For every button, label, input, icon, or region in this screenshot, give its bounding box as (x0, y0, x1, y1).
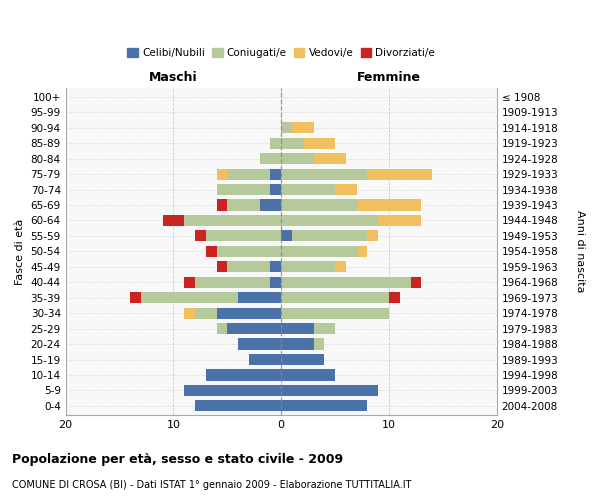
Bar (249, 354, 281, 365)
Text: Femmine: Femmine (357, 72, 421, 85)
Bar (130, 292, 141, 304)
Bar (281, 354, 325, 365)
Legend: Celibi/Nubili, Coniugati/e, Vedovi/e, Divorziati/e: Celibi/Nubili, Coniugati/e, Vedovi/e, Di… (123, 44, 439, 62)
Bar (238, 292, 281, 304)
Bar (217, 308, 281, 318)
Bar (184, 385, 281, 396)
Bar (281, 184, 335, 195)
Bar (281, 153, 314, 164)
Bar (281, 400, 367, 411)
Bar (163, 215, 184, 226)
Bar (314, 338, 325, 349)
Bar (356, 200, 421, 210)
Text: COMUNE DI CROSA (BI) - Dati ISTAT 1° gennaio 2009 - Elaborazione TUTTITALIA.IT: COMUNE DI CROSA (BI) - Dati ISTAT 1° gen… (12, 480, 412, 490)
Text: Popolazione per età, sesso e stato civile - 2009: Popolazione per età, sesso e stato civil… (12, 452, 343, 466)
Bar (281, 122, 292, 134)
Bar (271, 168, 281, 179)
Bar (217, 200, 227, 210)
Bar (195, 308, 217, 318)
Bar (292, 230, 367, 241)
Bar (271, 276, 281, 288)
Bar (195, 400, 281, 411)
Bar (217, 168, 227, 179)
Bar (281, 323, 314, 334)
Bar (227, 168, 271, 179)
Text: Maschi: Maschi (149, 72, 198, 85)
Bar (281, 308, 389, 318)
Bar (281, 215, 378, 226)
Y-axis label: Anni di nascita: Anni di nascita (575, 210, 585, 292)
Bar (281, 230, 292, 241)
Bar (281, 276, 410, 288)
Bar (314, 323, 335, 334)
Bar (227, 200, 260, 210)
Bar (410, 276, 421, 288)
Bar (281, 338, 314, 349)
Bar (217, 261, 227, 272)
Bar (281, 370, 335, 380)
Bar (271, 184, 281, 195)
Bar (335, 184, 356, 195)
Bar (281, 246, 356, 257)
Bar (238, 338, 281, 349)
Bar (206, 230, 281, 241)
Bar (281, 200, 356, 210)
Bar (389, 292, 400, 304)
Bar (281, 138, 303, 148)
Bar (227, 261, 271, 272)
Bar (184, 308, 195, 318)
Bar (260, 200, 281, 210)
Bar (217, 184, 271, 195)
Bar (206, 370, 281, 380)
Bar (281, 168, 367, 179)
Bar (195, 276, 271, 288)
Bar (314, 153, 346, 164)
Bar (281, 292, 389, 304)
Bar (367, 168, 432, 179)
Bar (281, 385, 378, 396)
Bar (271, 261, 281, 272)
Bar (227, 323, 281, 334)
Bar (217, 246, 281, 257)
Bar (217, 323, 227, 334)
Bar (378, 215, 421, 226)
Bar (195, 230, 206, 241)
Bar (141, 292, 238, 304)
Bar (292, 122, 314, 134)
Bar (281, 261, 335, 272)
Bar (206, 246, 217, 257)
Bar (184, 215, 281, 226)
Bar (260, 153, 281, 164)
Bar (356, 246, 367, 257)
Bar (335, 261, 346, 272)
Bar (303, 138, 335, 148)
Bar (271, 138, 281, 148)
Bar (184, 276, 195, 288)
Y-axis label: Fasce di età: Fasce di età (15, 218, 25, 284)
Bar (367, 230, 378, 241)
